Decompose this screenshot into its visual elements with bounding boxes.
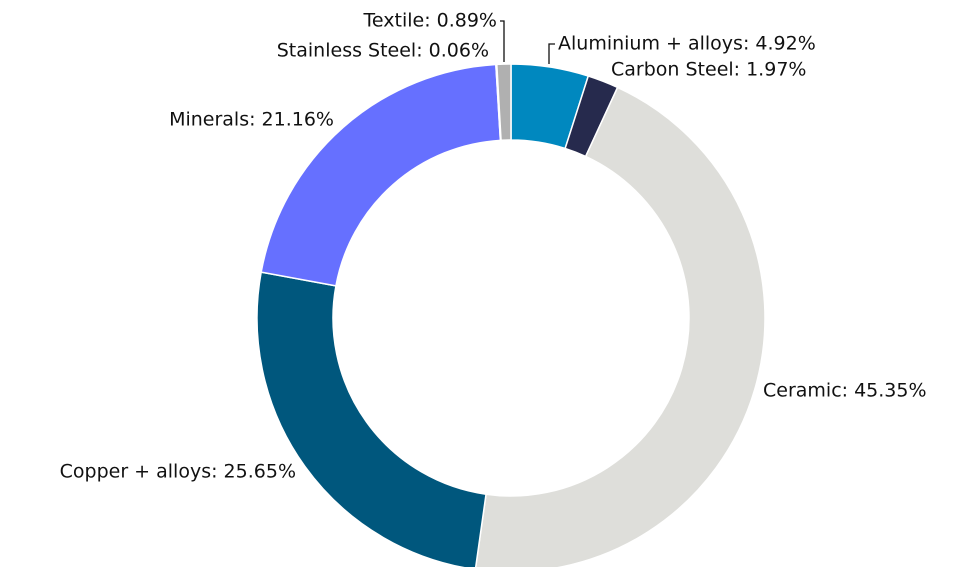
slice-label: Textile: 0.89%: [363, 10, 497, 32]
leader-line: [500, 20, 505, 62]
slice-label: Ceramic: 45.35%: [763, 380, 927, 402]
slice-label: Carbon Steel: 1.97%: [611, 59, 806, 81]
donut-slice: [260, 63, 502, 287]
donut-slice: [474, 86, 766, 567]
slice-label: Stainless Steel: 0.06%: [277, 40, 489, 62]
slice-label: Minerals: 21.16%: [169, 109, 334, 131]
leader-line: [548, 43, 555, 64]
donut-slice: [256, 271, 487, 567]
donut-slice: [496, 63, 512, 142]
slice-label: Copper + alloys: 25.65%: [60, 461, 296, 483]
slice-label: Aluminium + alloys: 4.92%: [558, 33, 816, 55]
